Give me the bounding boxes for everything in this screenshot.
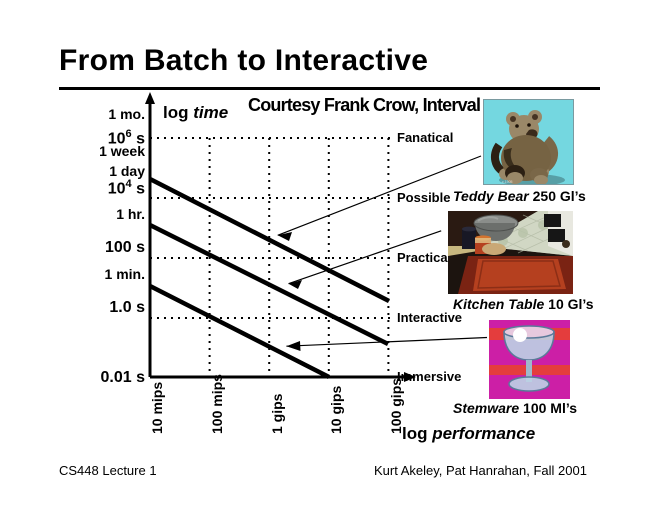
- svg-text:c.1905: c.1905: [502, 180, 513, 184]
